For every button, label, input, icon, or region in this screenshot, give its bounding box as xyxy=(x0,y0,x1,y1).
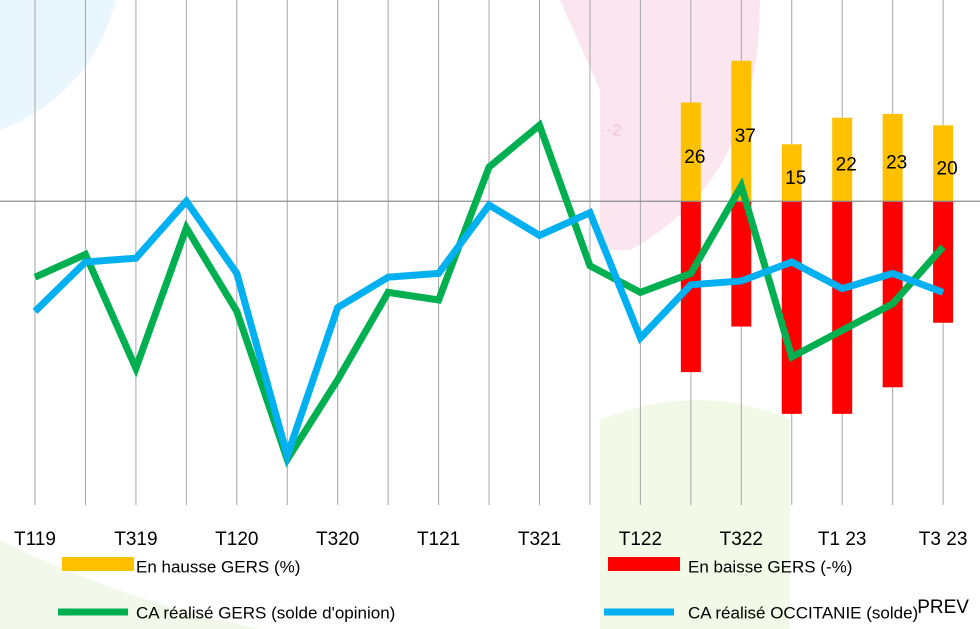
data-label: 23 xyxy=(886,153,907,174)
legend-label: En baisse GERS (-%) xyxy=(688,557,852,576)
legend-swatch xyxy=(608,557,680,571)
x-tick-label: T120 xyxy=(215,529,258,550)
data-label: 20 xyxy=(937,158,958,179)
bar xyxy=(680,102,701,202)
x-tick-label: T322 xyxy=(720,529,763,550)
bar xyxy=(882,113,903,202)
x-tick-label: T122 xyxy=(619,529,662,550)
legend-label: CA réalisé OCCITANIE (solde) xyxy=(688,603,918,622)
bar xyxy=(731,60,752,202)
bg-shape xyxy=(0,540,260,629)
bar xyxy=(731,201,752,327)
x-tick-label: T3 23 PREV xyxy=(917,529,969,618)
x-tick-label: T119 xyxy=(14,529,56,550)
data-label: 22 xyxy=(836,154,857,175)
x-tick-label: T1 23 xyxy=(818,529,867,550)
line-series xyxy=(33,119,946,468)
bar xyxy=(882,201,903,388)
bg-shape xyxy=(600,400,790,629)
bg-shape xyxy=(560,0,760,250)
x-tick-label-line: T3 23 xyxy=(919,529,968,550)
bar xyxy=(781,201,802,414)
data-label: 26 xyxy=(684,147,705,168)
bar xyxy=(933,201,954,323)
x-tick-label: T321 xyxy=(518,529,561,550)
legend-label: En hausse GERS (%) xyxy=(136,557,300,576)
bg-shape xyxy=(0,0,116,130)
bar xyxy=(781,144,802,202)
legend-label: CA réalisé GERS (solde d'opinion) xyxy=(136,603,395,622)
line-series xyxy=(32,195,945,468)
data-label: 37 xyxy=(735,126,756,147)
bar xyxy=(933,125,954,202)
x-tick-label-line: PREV xyxy=(917,597,969,618)
x-tick-label: T121 xyxy=(417,529,460,550)
bar xyxy=(832,201,853,414)
data-label: 15 xyxy=(785,168,806,189)
legend-swatch xyxy=(62,557,134,571)
bar xyxy=(832,117,853,202)
annotation: -2 xyxy=(606,120,621,139)
x-tick-label: T319 xyxy=(114,529,157,550)
x-tick-label: T320 xyxy=(316,529,359,550)
